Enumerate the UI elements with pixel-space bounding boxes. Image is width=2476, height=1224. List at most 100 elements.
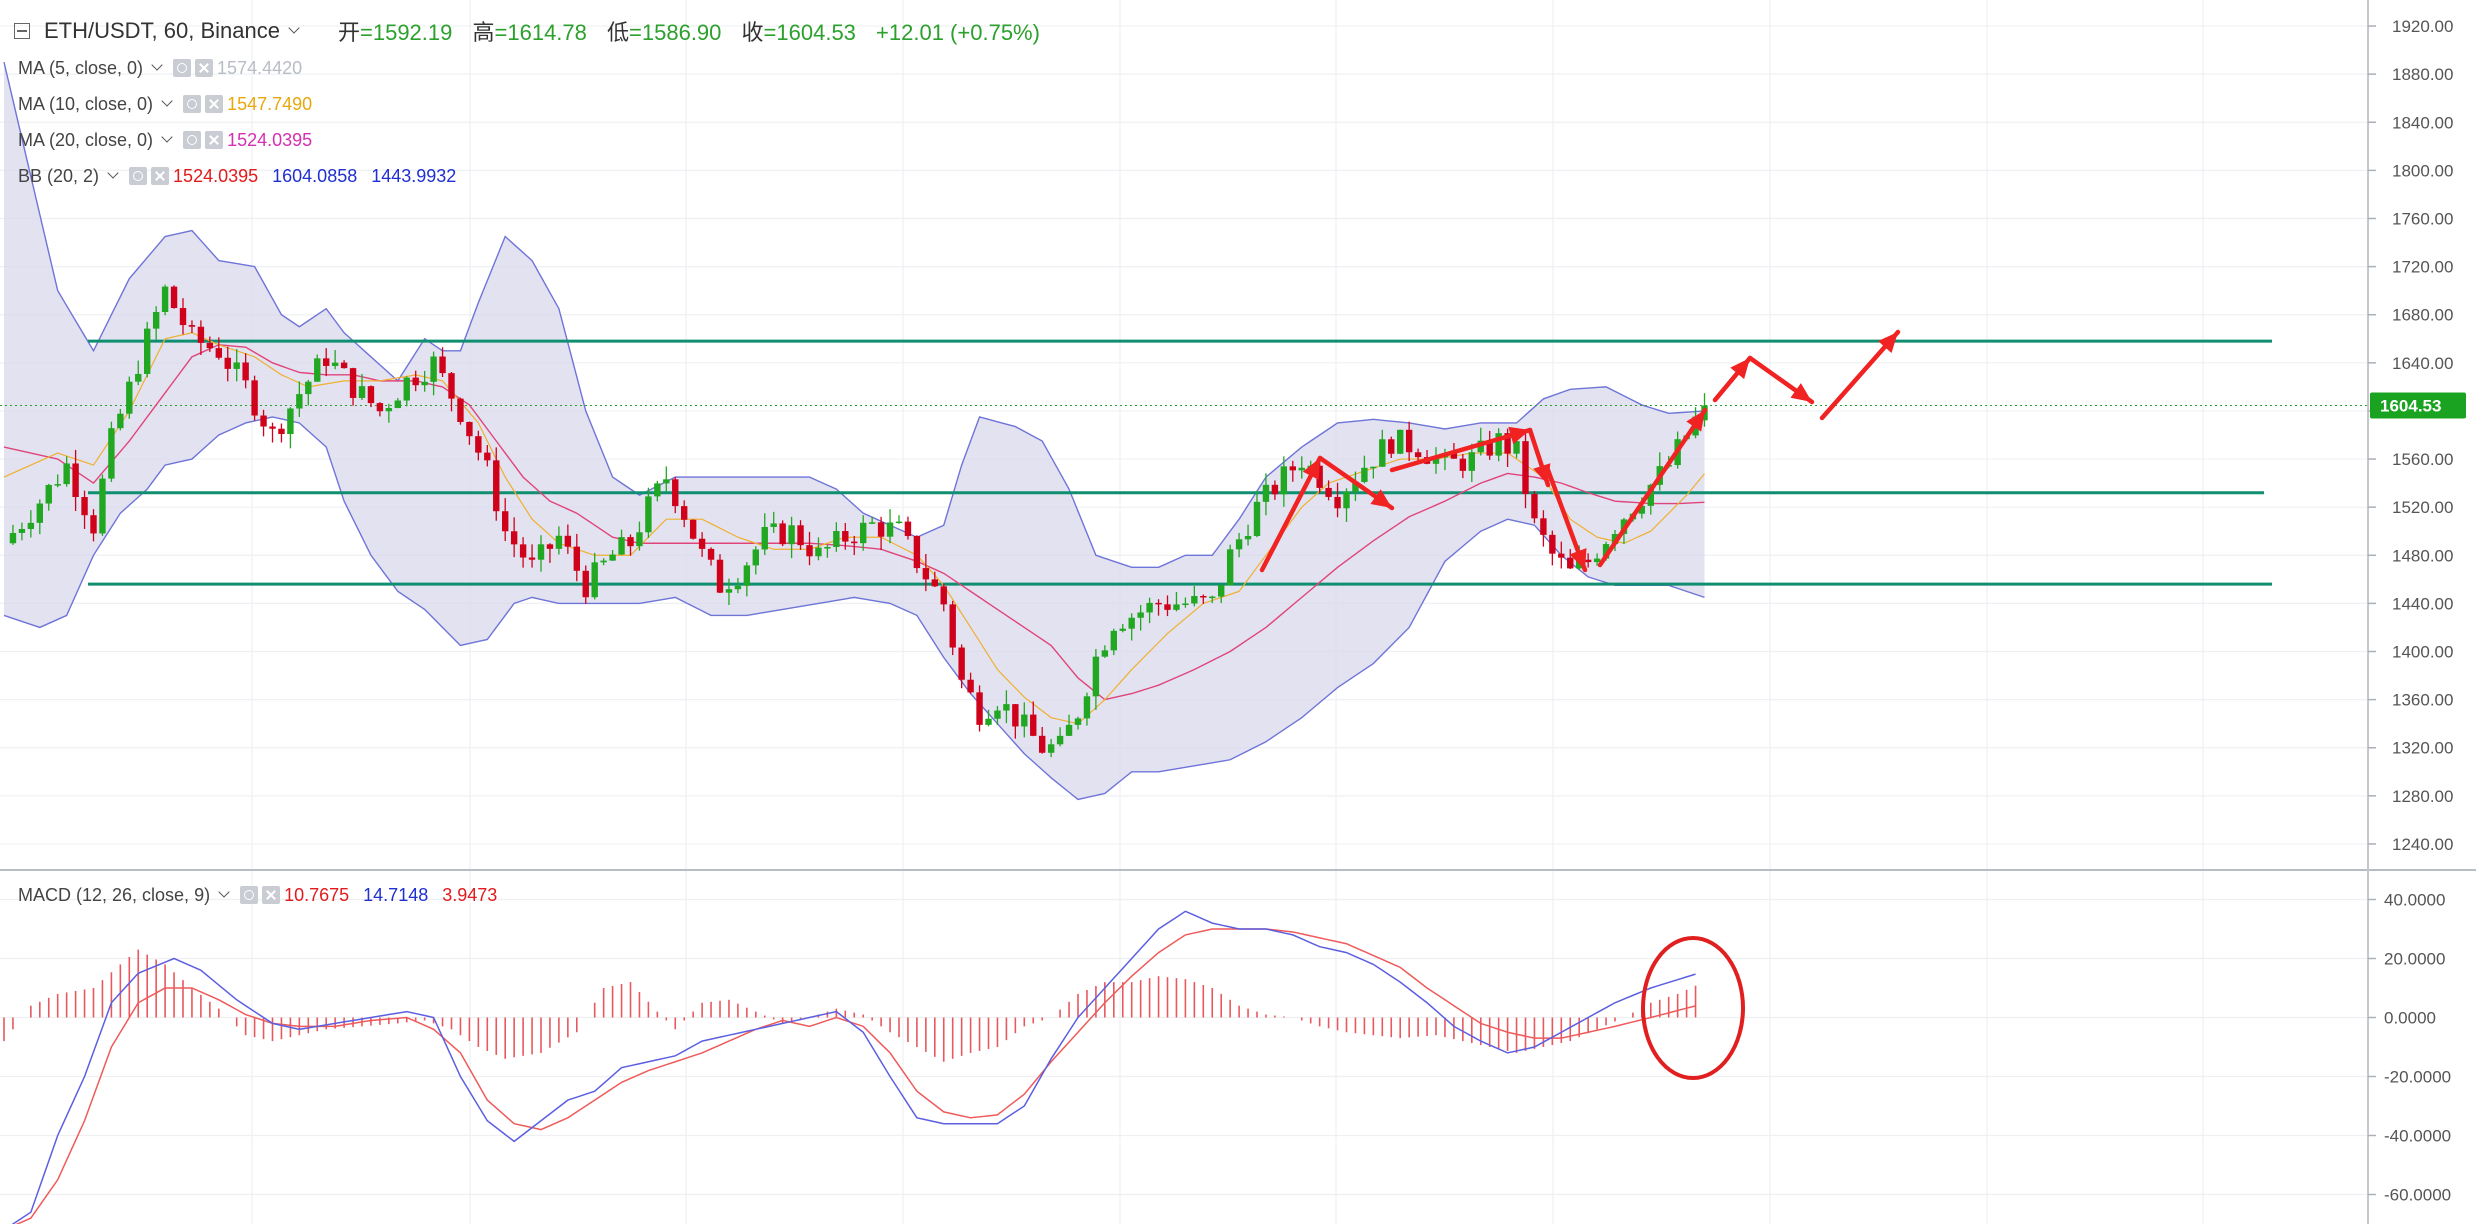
candle-body [689, 519, 697, 539]
candle-body [1146, 602, 1153, 613]
bb-label[interactable]: BB (20, 2) [18, 165, 100, 186]
eye-icon[interactable] [183, 95, 202, 113]
candle-body [582, 570, 589, 598]
candle-body [1602, 544, 1610, 559]
candle-body [806, 545, 813, 557]
eye-icon[interactable] [183, 131, 202, 149]
candle-body [1083, 696, 1091, 719]
close-icon[interactable] [195, 59, 214, 77]
candle-body [1334, 496, 1341, 509]
arrow-head [1370, 489, 1392, 508]
candle-body [1316, 465, 1323, 488]
candle-body [743, 565, 751, 586]
arrow-head [1686, 410, 1705, 432]
candle-body [519, 544, 527, 558]
close-value: =1604.53 [763, 20, 856, 45]
price-tick-label: 1680.00 [2392, 306, 2453, 325]
candle-body [305, 381, 312, 395]
arrow-head [1302, 458, 1320, 480]
price-tick-label: 1720.00 [2392, 258, 2453, 277]
arrow-head [1533, 463, 1551, 485]
close-icon[interactable] [205, 131, 224, 149]
chevron-down-icon[interactable] [161, 95, 173, 107]
candle-body [1584, 559, 1592, 563]
candle-body [1540, 518, 1547, 535]
candle-body [681, 506, 688, 520]
chevron-down-icon[interactable] [151, 59, 163, 71]
candle-body [1298, 467, 1305, 471]
candle-body [421, 381, 428, 386]
candle-body [1173, 604, 1180, 610]
arrow-head [1790, 383, 1812, 402]
candle-body [63, 463, 70, 485]
candle-body [90, 515, 97, 534]
candle-body [976, 692, 983, 725]
symbol-title[interactable]: ETH/USDT, 60, Binance [44, 18, 280, 43]
price-tick-label: 1280.00 [2392, 787, 2453, 806]
price-tick-label: 1360.00 [2392, 691, 2453, 710]
macd-tick-label: 20.0000 [2384, 950, 2445, 969]
candle-body [734, 585, 742, 590]
bb-basis-value: 1524.0395 [173, 165, 259, 186]
close-icon[interactable] [205, 95, 224, 113]
ma10-label[interactable]: MA (10, close, 0) [18, 93, 154, 114]
candle-body [1289, 466, 1296, 471]
candle-body [493, 460, 500, 512]
chevron-down-icon[interactable] [218, 886, 230, 898]
candle-body [1119, 628, 1126, 631]
candle-body [1262, 484, 1270, 502]
candle-body [269, 426, 276, 429]
ma5-label[interactable]: MA (5, close, 0) [18, 57, 144, 78]
trend-arrow [1597, 407, 1708, 568]
candle-body [1253, 501, 1261, 536]
price-tick-label: 1760.00 [2392, 209, 2453, 228]
price-tag-background [2370, 392, 2466, 419]
chevron-down-icon[interactable] [288, 22, 300, 34]
macd-label[interactable]: MACD (12, 26, close, 9) [18, 884, 211, 905]
candle-body [152, 311, 160, 329]
open-label: 开 [337, 20, 360, 45]
candle-body [663, 479, 670, 484]
candle-body [770, 523, 777, 528]
chevron-down-icon[interactable] [107, 167, 119, 179]
eye-icon[interactable] [129, 167, 148, 185]
candle-body [278, 428, 285, 435]
candle-body [600, 560, 607, 563]
ma20-label[interactable]: MA (20, close, 0) [18, 129, 154, 150]
candle-body [1235, 539, 1243, 550]
candle-body [1379, 439, 1386, 467]
candle-body [1039, 735, 1046, 753]
candle-body [725, 589, 733, 593]
candle-body [1101, 650, 1109, 657]
candle-body [707, 548, 715, 560]
candle-body [242, 362, 249, 381]
candle-body [135, 373, 142, 382]
eye-icon[interactable] [173, 59, 192, 77]
candle-body [1271, 484, 1279, 495]
candle-body [81, 497, 88, 516]
ma10-value: 1547.7490 [227, 93, 313, 114]
open-value: =1592.19 [360, 20, 453, 45]
collapse-icon[interactable] [14, 23, 30, 39]
macd-signal-value: 3.9473 [442, 884, 498, 905]
candle-body [179, 308, 187, 326]
close-icon[interactable] [151, 167, 170, 185]
close-icon[interactable] [262, 886, 281, 904]
chevron-down-icon[interactable] [161, 131, 173, 143]
candle-body [788, 525, 795, 545]
candle-body [1486, 440, 1493, 456]
eye-icon[interactable] [240, 886, 259, 904]
price-tick-label: 1480.00 [2392, 546, 2453, 565]
candle-body [573, 546, 580, 571]
candle-body [1504, 433, 1511, 454]
candle-body [314, 358, 321, 382]
macd-tick-label: 0.0000 [2384, 1009, 2436, 1028]
candle-body [1522, 441, 1529, 495]
candle-body [1021, 714, 1028, 727]
candle-body [1459, 458, 1467, 471]
candle-body [502, 511, 509, 532]
candle-body [1388, 439, 1395, 454]
macd-line [11, 910, 1696, 1224]
highlight-circle [1641, 936, 1745, 1080]
